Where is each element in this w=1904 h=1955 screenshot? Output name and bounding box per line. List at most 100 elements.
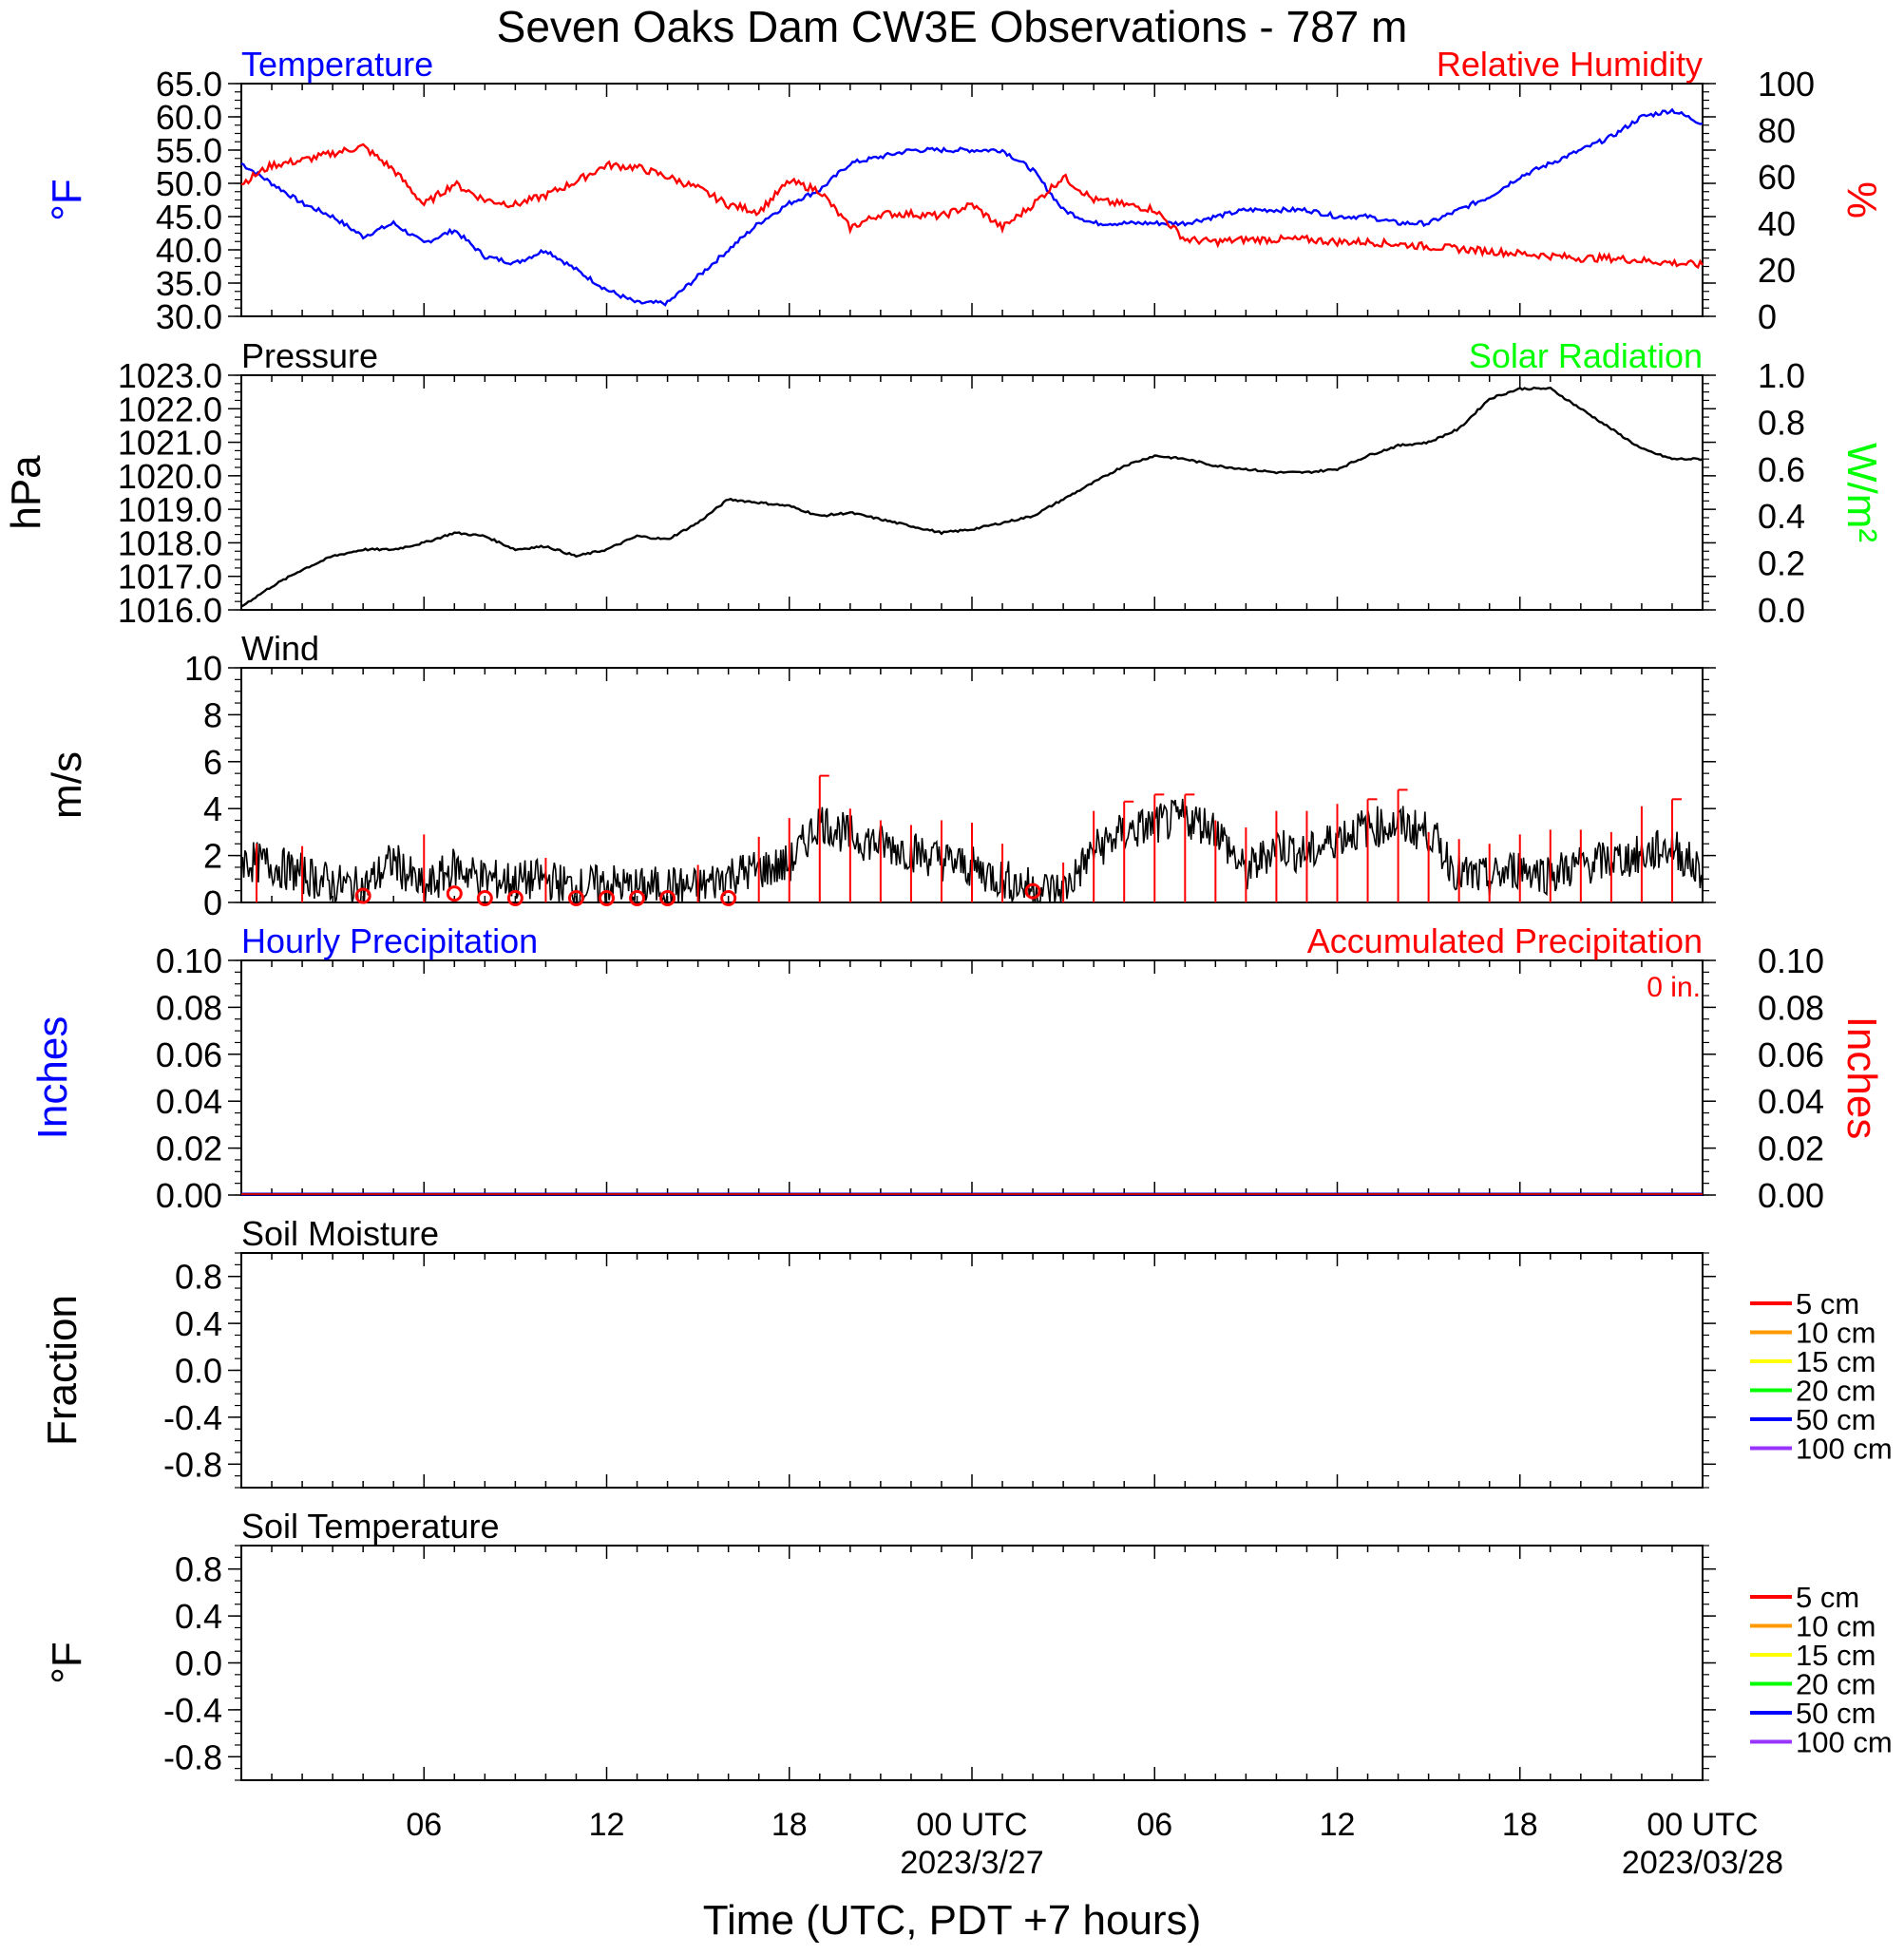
y-tick-label: 0.8 bbox=[175, 1258, 222, 1297]
y-tick-label: 1023.0 bbox=[118, 356, 222, 395]
panel-title-left: Soil Temperature bbox=[241, 1507, 499, 1546]
legend-label: 20 cm bbox=[1796, 1668, 1875, 1701]
y-axis-label-left: Fraction bbox=[39, 1295, 86, 1446]
y-tick-label: 0.4 bbox=[175, 1597, 222, 1636]
y-tick-label: 0.10 bbox=[156, 941, 222, 980]
x-tick-label: 06 bbox=[406, 1807, 442, 1843]
y-right-tick-label: 0 bbox=[1758, 297, 1777, 336]
panel-title-left: Hourly Precipitation bbox=[241, 921, 538, 960]
x-tick-label: 06 bbox=[1136, 1807, 1172, 1843]
y-tick-label: -0.8 bbox=[163, 1737, 222, 1776]
y-axis-label-left: °F bbox=[44, 1642, 90, 1683]
y-tick-label: 8 bbox=[203, 695, 222, 734]
y-tick-label: 0 bbox=[203, 883, 222, 922]
y-axis-label-right: W/m² bbox=[1838, 443, 1885, 542]
y-tick-label: 10 bbox=[184, 649, 222, 688]
y-right-tick-label: 0.10 bbox=[1758, 941, 1824, 980]
y-tick-label: 0.08 bbox=[156, 988, 222, 1027]
y-tick-label: 1022.0 bbox=[118, 389, 222, 428]
y-tick-label: 0.04 bbox=[156, 1082, 222, 1121]
temperature-line bbox=[240, 107, 1704, 307]
panel-title-right: Relative Humidity bbox=[1437, 45, 1703, 84]
y-tick-label: 0.8 bbox=[175, 1550, 222, 1589]
y-axis-label-left: m/s bbox=[44, 751, 90, 819]
y-right-tick-label: 0.4 bbox=[1758, 497, 1805, 536]
y-tick-label: 1021.0 bbox=[118, 424, 222, 463]
y-tick-label: 4 bbox=[203, 789, 222, 828]
y-tick-label: 65.0 bbox=[156, 65, 222, 104]
panel-title-right: Solar Radiation bbox=[1469, 336, 1703, 375]
panels-layer: 30.035.040.045.050.055.060.065.002040608… bbox=[3, 45, 1893, 1881]
x-tick-label: 12 bbox=[1320, 1807, 1356, 1843]
y-tick-label: 0.0 bbox=[175, 1352, 222, 1391]
legend-label: 5 cm bbox=[1796, 1581, 1859, 1614]
y-right-tick-label: 0.0 bbox=[1758, 591, 1805, 630]
y-right-tick-label: 80 bbox=[1758, 111, 1796, 150]
y-axis-label-left: hPa bbox=[3, 455, 49, 530]
y-axis-label-left: Inches bbox=[29, 1016, 76, 1140]
y-tick-label: 0.4 bbox=[175, 1304, 222, 1343]
calm-wind-circle bbox=[354, 887, 371, 904]
y-right-tick-label: 0.02 bbox=[1758, 1129, 1824, 1168]
y-tick-label: 0.00 bbox=[156, 1176, 222, 1215]
y-right-tick-label: 0.06 bbox=[1758, 1035, 1824, 1074]
calm-wind-circle bbox=[476, 890, 493, 907]
legend-label: 10 cm bbox=[1796, 1610, 1875, 1643]
y-right-tick-label: 1.0 bbox=[1758, 356, 1805, 395]
x-axis-label: Time (UTC, PDT +7 hours) bbox=[703, 1897, 1201, 1944]
calm-wind-circle bbox=[629, 890, 646, 907]
y-right-tick-label: 0.08 bbox=[1758, 988, 1824, 1027]
legend-label: 15 cm bbox=[1796, 1639, 1875, 1672]
y-tick-label: 40.0 bbox=[156, 231, 222, 270]
panel-title-right: Accumulated Precipitation bbox=[1307, 921, 1703, 960]
y-right-tick-label: 0.6 bbox=[1758, 450, 1805, 489]
panel-pressure bbox=[228, 374, 1716, 611]
legend-label: 15 cm bbox=[1796, 1345, 1875, 1378]
calm-wind-circle bbox=[720, 890, 737, 907]
calm-wind-circle bbox=[659, 890, 676, 907]
calm-wind-circle bbox=[599, 890, 615, 907]
y-right-tick-label: 60 bbox=[1758, 158, 1796, 197]
pressure-line bbox=[240, 386, 1704, 608]
y-tick-label: 60.0 bbox=[156, 98, 222, 137]
y-axis-label-right: % bbox=[1838, 181, 1885, 218]
y-tick-label: 0.02 bbox=[156, 1129, 222, 1168]
x-tick-label: 12 bbox=[589, 1807, 625, 1843]
x-tick-sublabel: 2023/3/27 bbox=[900, 1845, 1043, 1881]
panel-precip bbox=[228, 959, 1716, 1196]
calm-wind-circle bbox=[506, 890, 524, 907]
panel-title-left: Temperature bbox=[241, 45, 433, 84]
y-right-tick-label: 0.8 bbox=[1758, 403, 1805, 442]
x-tick-label: 00 UTC bbox=[1647, 1807, 1758, 1843]
y-right-tick-label: 40 bbox=[1758, 204, 1796, 243]
y-tick-label: -0.8 bbox=[163, 1445, 222, 1484]
y-tick-label: 35.0 bbox=[156, 264, 222, 303]
panel-temp bbox=[228, 83, 1716, 317]
y-tick-label: 1020.0 bbox=[118, 457, 222, 496]
y-tick-label: 1017.0 bbox=[118, 558, 222, 597]
y-right-tick-label: 100 bbox=[1758, 65, 1815, 104]
panel-soil_temp bbox=[228, 1545, 1792, 1781]
y-right-tick-label: 0.04 bbox=[1758, 1082, 1824, 1121]
x-tick-label: 18 bbox=[1502, 1807, 1538, 1843]
y-tick-label: 45.0 bbox=[156, 198, 222, 237]
y-right-tick-label: 0.2 bbox=[1758, 544, 1805, 583]
y-tick-label: 50.0 bbox=[156, 164, 222, 203]
legend-label: 5 cm bbox=[1796, 1287, 1859, 1320]
y-tick-label: 6 bbox=[203, 743, 222, 782]
x-tick-label: 18 bbox=[771, 1807, 808, 1843]
y-tick-label: -0.4 bbox=[163, 1691, 222, 1730]
legend-label: 20 cm bbox=[1796, 1375, 1875, 1408]
y-tick-label: 30.0 bbox=[156, 297, 222, 336]
x-tick-sublabel: 2023/03/28 bbox=[1622, 1845, 1783, 1881]
panel-title-left: Soil Moisture bbox=[241, 1214, 439, 1253]
y-axis-label-right: Inches bbox=[1838, 1016, 1885, 1140]
calm-wind-circle bbox=[1024, 883, 1041, 900]
y-axis-label-left: °F bbox=[44, 179, 90, 220]
y-tick-label: 1018.0 bbox=[118, 523, 222, 562]
y-tick-label: 2 bbox=[203, 837, 222, 876]
y-tick-label: 55.0 bbox=[156, 131, 222, 170]
y-tick-label: 0.06 bbox=[156, 1035, 222, 1074]
